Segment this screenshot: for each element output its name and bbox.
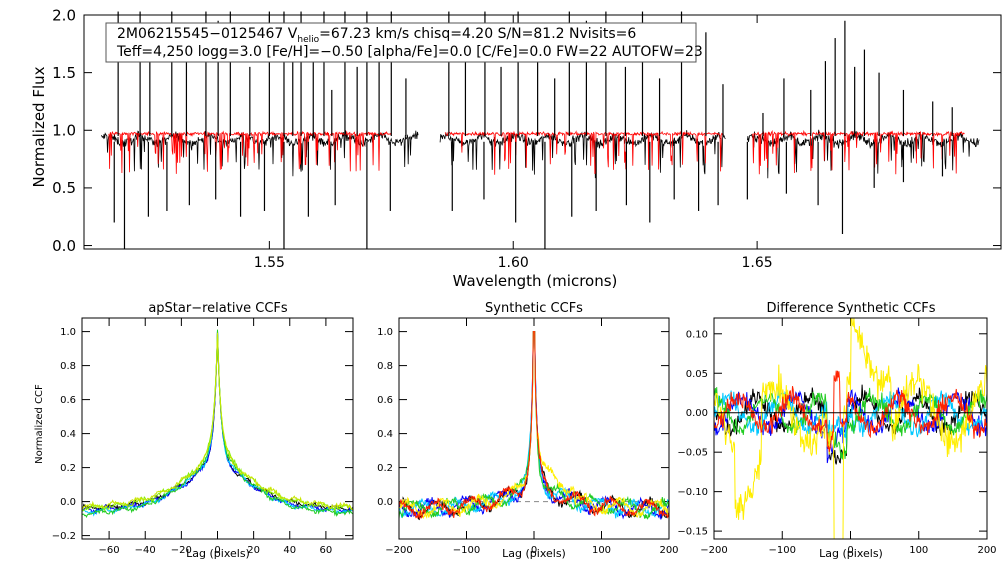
info-line-1: 2M06215545−0125467 Vhelio=67.23 km/s chi… xyxy=(117,26,636,45)
ccf1-ytick-label: −0.2 xyxy=(52,531,76,542)
ccf3-xlabel: Lag (pixels) xyxy=(819,547,883,560)
ccf1-xtick-label: −40 xyxy=(135,545,156,556)
spectrum-xtick-label: 1.55 xyxy=(254,255,285,271)
ccf-panel-synthetic: Synthetic CCFs Lag (pixels) −200 −100 0 100… xyxy=(377,301,678,560)
ccf3-xtick-label: 0 xyxy=(847,545,853,556)
ccf3-ytick-label: 0.00 xyxy=(686,408,708,419)
spectrum-xlabel: Wavelength (microns) xyxy=(453,272,618,290)
ccf3-ytick-label: −0.05 xyxy=(677,448,708,459)
ccf3-series-6 xyxy=(713,370,988,452)
info-line-1-a: 2M06215545−0125467 V xyxy=(117,26,298,42)
ccf3-axes-frame xyxy=(713,317,988,540)
ccf2-ytick-label: 0.6 xyxy=(377,395,393,406)
ccf2-ticks: −200 −100 0 100 200 0.0 0.2 0.4 0.6 0.8 1.0 xyxy=(377,318,679,556)
ccf1-ytick-label: 0.2 xyxy=(60,463,76,474)
ccf1-xtick-label: 0 xyxy=(214,545,220,556)
ccf2-series-5 xyxy=(398,331,670,520)
ccf2-series-3 xyxy=(398,331,670,519)
ccf3-series-4 xyxy=(713,387,988,460)
ccf2-xtick-label: −200 xyxy=(385,545,412,556)
ccf1-series-3 xyxy=(81,330,354,517)
ccf3-ticks: −200 −100 0 100 200 −0.15 −0.10 −0.05 0.00 0.05 0.… xyxy=(677,318,997,556)
ccf1-ytick-label: 0.6 xyxy=(60,395,76,406)
ccf1-xtick-label: 60 xyxy=(320,545,333,556)
ccf2-series-2 xyxy=(398,331,670,520)
ccf1-series-5 xyxy=(81,333,354,513)
ccf1-series-6 xyxy=(81,332,354,511)
ccf3-series-5 xyxy=(713,317,988,540)
ccf1-series-2 xyxy=(81,331,354,515)
ccf2-lines xyxy=(398,331,670,521)
spectrum-ytick-label: 0.5 xyxy=(52,179,76,197)
ccf2-xlabel: Lag (pixels) xyxy=(502,547,566,560)
ccf1-xtick-label: 40 xyxy=(283,545,296,556)
spectrum-ytick-label: 1.0 xyxy=(52,122,76,140)
observed-spectrum-line xyxy=(100,129,980,179)
ccf1-ylabel: Normalized CCF xyxy=(34,384,45,464)
ccf1-xtick-label: −60 xyxy=(99,545,120,556)
spectrum-ytick-label: 0.0 xyxy=(52,237,76,255)
ccf3-ytick-label: 0.05 xyxy=(686,369,708,380)
ccf3-xtick-label: −200 xyxy=(700,545,727,556)
ccf2-title: Synthetic CCFs xyxy=(485,301,583,316)
ccf1-axes-frame xyxy=(81,317,354,540)
spectrum-xtick-label: 1.65 xyxy=(742,255,773,271)
ccf2-axes-frame xyxy=(398,317,670,540)
info-line-2: Teff=4,250 logg=3.0 [Fe/H]=−0.50 [alpha/… xyxy=(116,44,703,60)
ccf2-ytick-label: 0.4 xyxy=(377,429,393,440)
ccf1-xtick-label: −20 xyxy=(171,545,192,556)
ccf3-ytick-label: −0.15 xyxy=(677,527,708,538)
ccf3-ytick-label: 0.10 xyxy=(686,329,708,340)
spectrum-ticks: 1.55 1.60 1.65 0.0 0.5 1.0 1.5 2.0 xyxy=(52,6,1001,271)
ccf-panel-difference: Difference Synthetic CCFs Lag (pixels) −… xyxy=(677,301,996,560)
ccf3-xtick-label: 100 xyxy=(909,545,928,556)
ccf2-ytick-label: 1.0 xyxy=(377,327,393,338)
ccf3-xtick-label: 200 xyxy=(977,545,996,556)
ccf1-ytick-label: 0.0 xyxy=(60,497,76,508)
ccf2-series-4 xyxy=(398,331,670,520)
ccf3-ytick-label: −0.10 xyxy=(677,487,708,498)
ccf1-xlabel: Lag (pixels) xyxy=(186,547,250,560)
ccf2-ytick-label: 0.0 xyxy=(377,497,393,508)
ccf2-series-1 xyxy=(398,331,670,521)
spectrum-ytick-label: 2.0 xyxy=(52,6,76,24)
ccf2-xtick-label: 0 xyxy=(531,545,537,556)
info-box xyxy=(105,22,697,63)
ccf3-xtick-label: −100 xyxy=(769,545,796,556)
info-line-1-b: =67.23 km/s chisq=4.20 S/N=81.2 Nvisits=… xyxy=(319,26,636,42)
ccf2-xtick-label: −100 xyxy=(453,545,480,556)
ccf-panel-apstar: apStar−relative CCFs Normalized CCF Lag … xyxy=(34,301,354,560)
ccf1-series-1 xyxy=(81,331,354,513)
ccf1-lines xyxy=(81,329,354,519)
ccf2-xtick-label: 200 xyxy=(659,545,678,556)
ccf2-ytick-label: 0.2 xyxy=(377,463,393,474)
ccf3-lines xyxy=(713,317,988,540)
spectrum-axes-frame xyxy=(83,14,1002,250)
ccf2-ytick-label: 0.8 xyxy=(377,361,393,372)
spectrum-panel: Normalized Flux Wavelength (microns) 1.5… xyxy=(30,6,1002,290)
ccf3-title: Difference Synthetic CCFs xyxy=(766,301,935,316)
ccf1-ytick-label: 0.8 xyxy=(60,361,76,372)
spectrum-ylabel: Normalized Flux xyxy=(30,66,48,187)
ccf2-xtick-label: 100 xyxy=(592,545,611,556)
spectrum-ytick-label: 1.5 xyxy=(52,64,76,82)
ccf1-xtick-label: 20 xyxy=(247,545,260,556)
ccf1-ytick-label: 1.0 xyxy=(60,327,76,338)
info-subscript: helio xyxy=(297,35,319,45)
ccf1-series-4 xyxy=(81,329,354,519)
spectrum-xtick-label: 1.60 xyxy=(498,255,529,271)
ccf1-ticks: −60 −40 −20 0 20 40 60 −0.2 0.0 0.2 0.4 0.6 0.8 1.0 xyxy=(52,318,353,556)
ccf2-series-6 xyxy=(398,331,670,520)
ccf1-ytick-label: 0.4 xyxy=(60,429,76,440)
ccf1-title: apStar−relative CCFs xyxy=(148,301,288,316)
